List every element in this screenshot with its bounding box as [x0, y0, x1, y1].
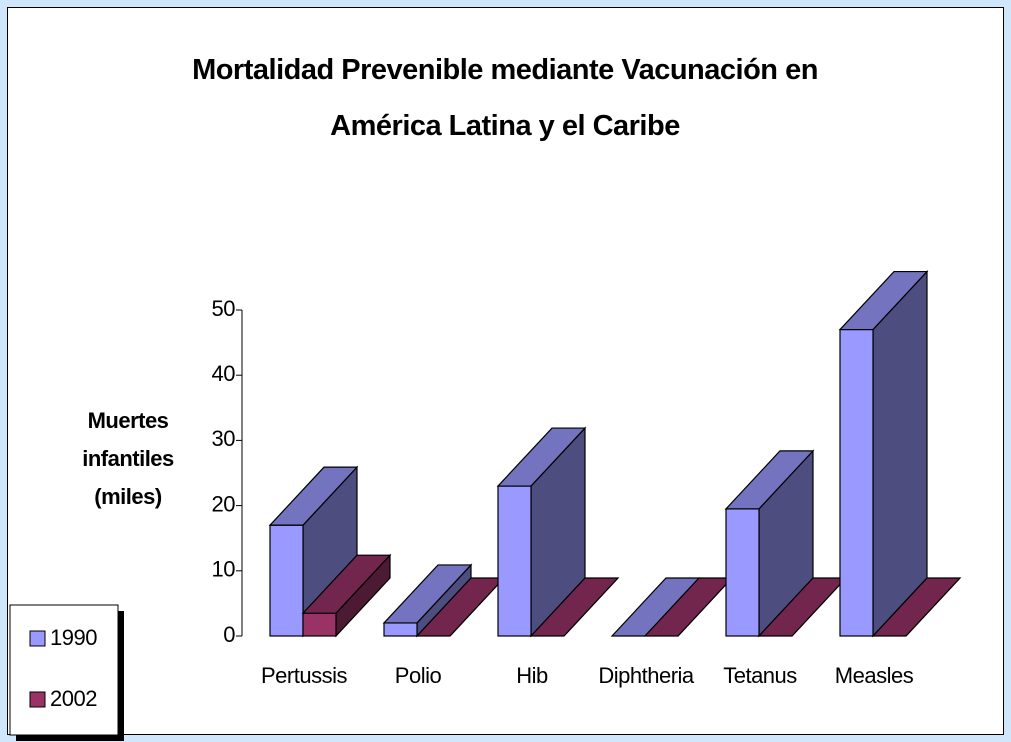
bar-top	[496, 427, 587, 487]
bar-top	[838, 270, 929, 331]
x-tick-label: Tetanus	[723, 663, 797, 688]
x-tick-label: Measles	[835, 663, 914, 688]
y-tick-label: 30	[212, 426, 236, 451]
bar	[725, 508, 760, 637]
x-tick-label: Hib	[516, 663, 548, 688]
bar-top	[268, 466, 359, 526]
legend	[9, 604, 119, 736]
legend-label: 2002	[50, 686, 97, 711]
bar	[839, 328, 874, 637]
bar-side	[872, 270, 928, 638]
y-tick-label: 0	[223, 622, 235, 647]
legend-swatch	[29, 630, 46, 647]
chart-title: Mortalidad Prevenible mediante Vacunació…	[192, 54, 818, 142]
x-tick-label: Diphtheria	[598, 663, 695, 688]
y-tick-label: 10	[212, 557, 236, 582]
legend-label: 1990	[50, 625, 97, 650]
x-tick-label: Pertussis	[261, 663, 347, 688]
bar	[302, 612, 337, 637]
bar-top	[301, 554, 392, 614]
y-tick-label: 20	[212, 491, 236, 516]
x-tick-label: Polio	[395, 663, 442, 688]
bar-top	[871, 577, 962, 637]
bar	[383, 622, 418, 637]
bar-top	[724, 450, 815, 510]
y-axis-label: Muertes infantiles (miles)	[82, 408, 174, 509]
bar	[497, 485, 532, 637]
legend-swatch	[29, 691, 46, 708]
y-tick-label: 50	[212, 296, 236, 321]
y-tick-label: 40	[212, 361, 236, 386]
bar-top	[382, 564, 473, 624]
bar	[269, 524, 304, 637]
bar-top	[529, 577, 620, 637]
